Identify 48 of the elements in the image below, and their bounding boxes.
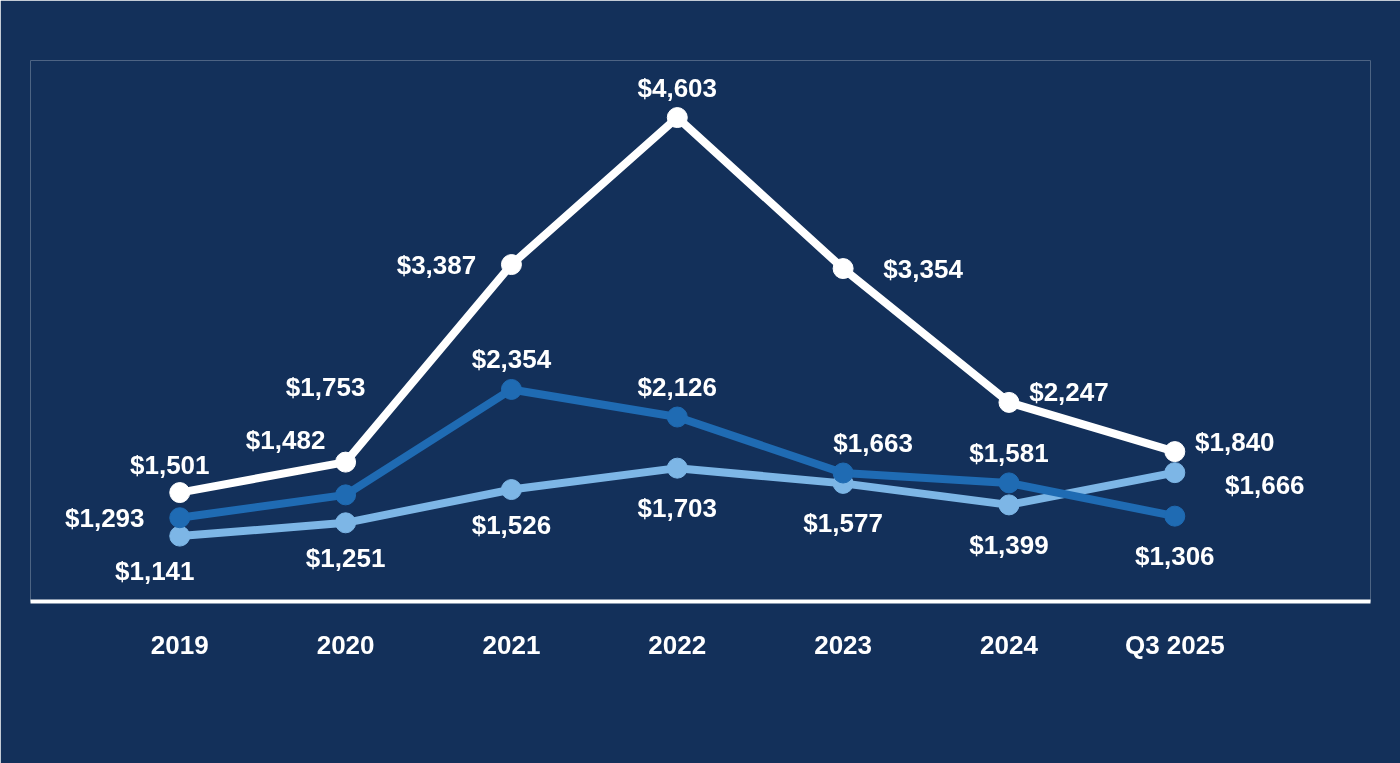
data-label: $1,577 — [803, 508, 883, 539]
x-tick-label: 2022 — [648, 629, 707, 660]
data-label: $1,840 — [1195, 426, 1275, 457]
point — [500, 479, 522, 501]
point — [998, 494, 1020, 516]
point — [998, 391, 1020, 413]
x-tick-label: 2023 — [814, 629, 873, 660]
x-tick-label: 2019 — [150, 629, 209, 660]
point — [169, 482, 191, 504]
data-label: $2,247 — [1029, 377, 1109, 408]
point — [1164, 462, 1186, 484]
data-label: $1,753 — [285, 372, 366, 403]
data-label: $1,482 — [245, 424, 326, 455]
point — [666, 457, 688, 479]
point — [335, 484, 357, 506]
data-label: $2,126 — [637, 372, 718, 403]
data-label: $1,666 — [1225, 469, 1305, 500]
point — [1164, 441, 1186, 463]
data-label: $2,354 — [471, 344, 552, 375]
point — [998, 472, 1020, 494]
point — [169, 507, 191, 529]
data-label: $1,306 — [1135, 541, 1215, 572]
data-label: $1,251 — [305, 542, 386, 573]
point — [335, 451, 357, 473]
point — [666, 406, 688, 428]
data-label: $1,293 — [65, 502, 145, 533]
data-label: $1,526 — [471, 509, 552, 540]
point — [832, 258, 854, 280]
x-tick-label: 2020 — [316, 629, 375, 660]
data-label: $1,501 — [130, 449, 210, 480]
x-tick-label: 2021 — [482, 629, 541, 660]
point — [1164, 505, 1186, 527]
point — [832, 462, 854, 484]
x-tick-label: Q3 2025 — [1124, 629, 1225, 660]
data-label: $3,354 — [883, 253, 964, 284]
x-tick-label: 2024 — [980, 629, 1039, 660]
data-label: $4,603 — [637, 72, 718, 103]
data-label: $1,663 — [833, 427, 913, 458]
data-label: $1,703 — [637, 493, 718, 524]
point — [666, 107, 688, 129]
point — [335, 512, 357, 534]
point — [500, 378, 522, 400]
data-label: $1,399 — [969, 529, 1049, 560]
point — [169, 525, 191, 547]
data-label: $1,581 — [969, 437, 1049, 468]
data-label: $3,387 — [396, 249, 477, 280]
data-label: $1,141 — [115, 556, 195, 587]
point — [500, 254, 522, 276]
